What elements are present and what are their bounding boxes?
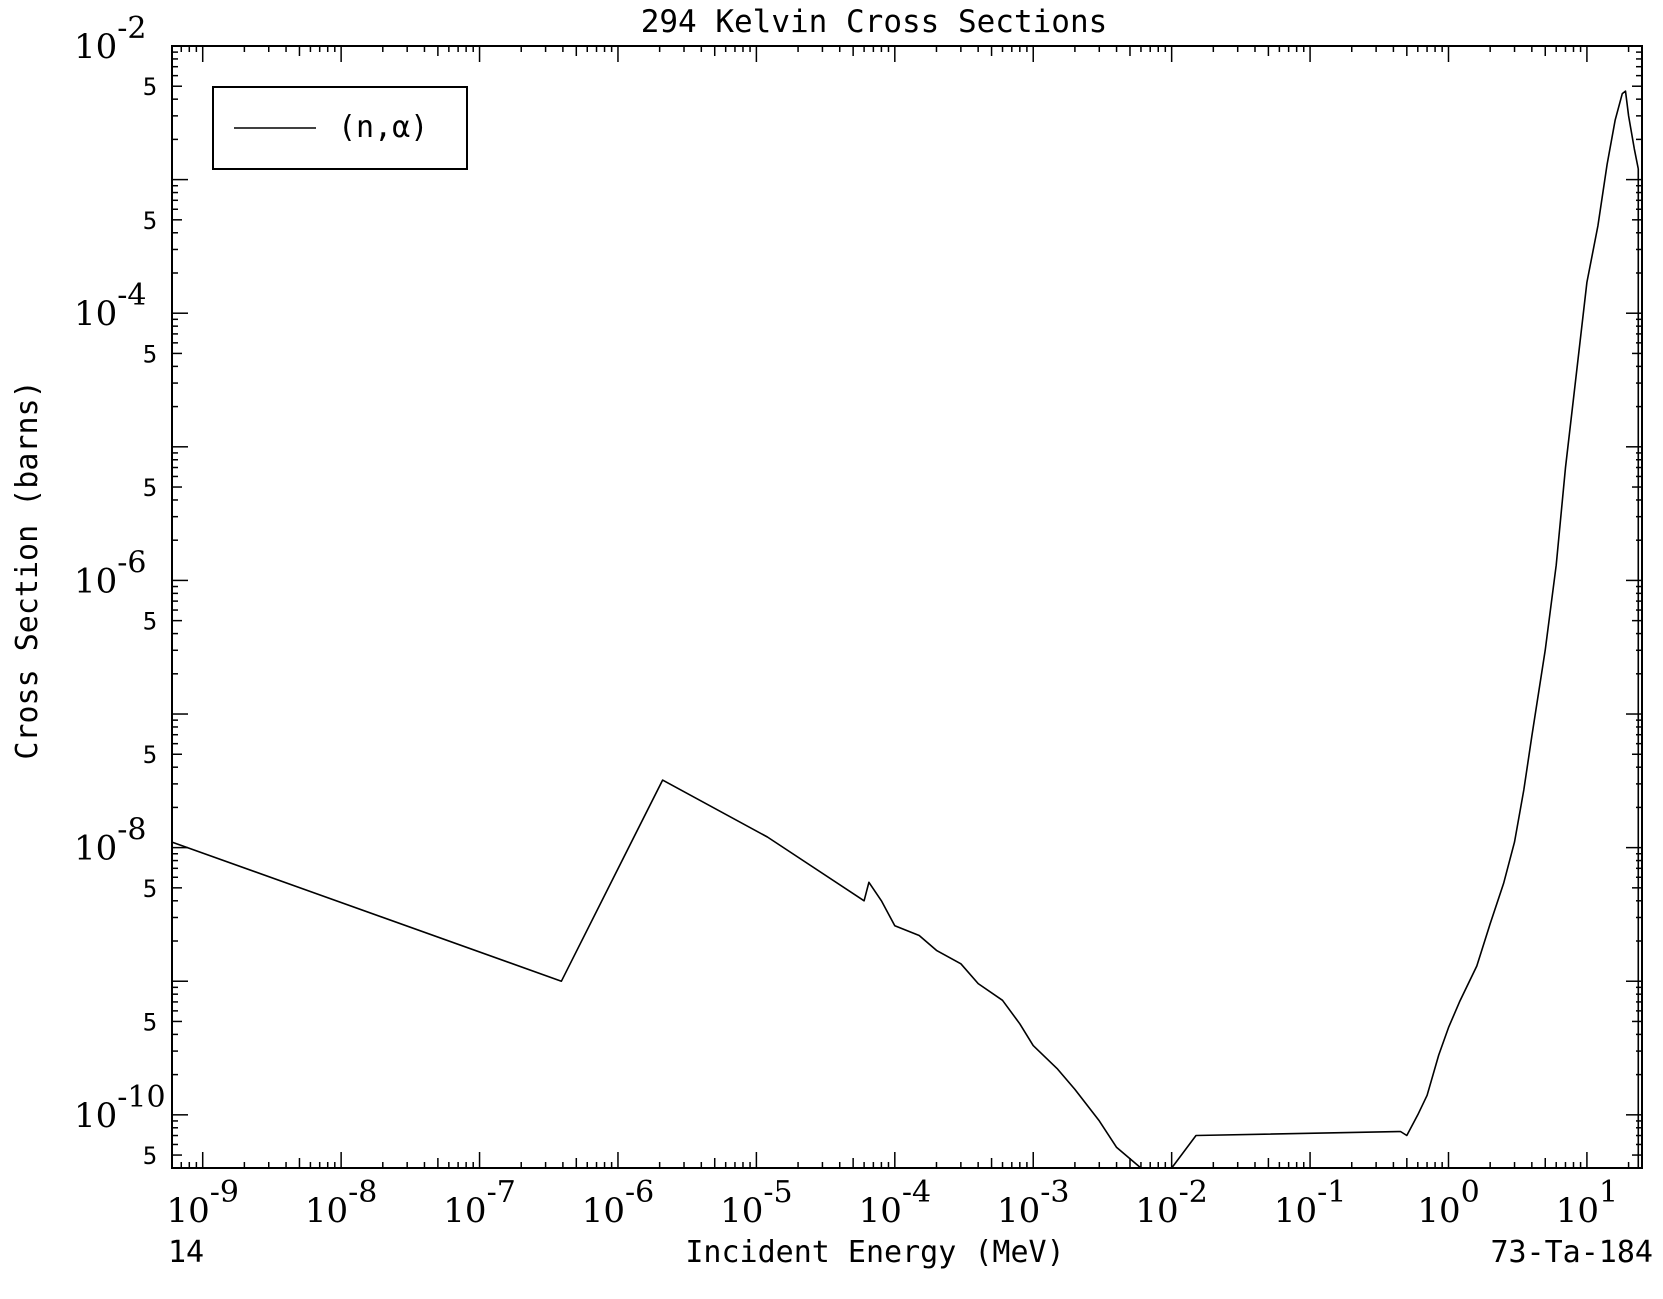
y-major-tick-label: 10-8 (74, 813, 147, 869)
x-tick-label: 10-8 (305, 1175, 378, 1231)
y-minor-tick-label: 5 (143, 1142, 157, 1170)
plot-frame (171, 45, 1643, 1169)
x-tick-label: 10-3 (997, 1175, 1070, 1231)
x-axis-label: Incident Energy (MeV) (685, 1235, 1064, 1270)
x-tick-label: 101 (1556, 1175, 1618, 1231)
y-minor-tick-label: 5 (143, 207, 157, 235)
ticks-layer (171, 45, 1642, 1169)
series-line-n-alpha (171, 90, 1640, 1169)
y-minor-tick-label: 5 (143, 340, 157, 368)
legend-box (212, 86, 468, 170)
y-major-tick-label: 10-10 (74, 1080, 166, 1136)
x-tick-label: 10-7 (443, 1175, 516, 1231)
y-major-tick-label: 10-6 (74, 545, 147, 601)
y-axis-label: Cross Section (barns) (10, 380, 45, 759)
x-tick-label: 10-5 (720, 1175, 793, 1231)
y-minor-tick-label: 5 (143, 741, 157, 769)
y-major-tick-label: 10-4 (74, 278, 147, 334)
y-minor-tick-label: 5 (143, 73, 157, 101)
x-tick-label: 100 (1417, 1175, 1479, 1231)
x-tick-label: 10-6 (582, 1175, 655, 1231)
x-tick-labels: 10-9 10-8 10-7 10-6 10-5 10-4 10-3 10-2 10-1 100 1… (166, 1175, 1618, 1231)
footer-right-label: 73-Ta-184 (1490, 1235, 1653, 1270)
y-minor-tick-label: 5 (143, 875, 157, 903)
y-minor-tick-label: 5 (143, 474, 157, 502)
x-tick-label: 10-4 (859, 1175, 932, 1231)
y-tick-labels: 10-2 10-4 10-6 10-8 10-10 5 5 5 5 5 5 5 5 5 (74, 11, 166, 1170)
chart-title: 294 Kelvin Cross Sections (641, 4, 1108, 40)
y-major-tick-label: 10-2 (74, 11, 147, 67)
footer-left-label: 14 (168, 1235, 204, 1270)
y-minor-tick-label: 5 (143, 1008, 157, 1036)
legend-entry-label: (n,α) (338, 110, 428, 145)
y-minor-tick-label: 5 (143, 608, 157, 636)
x-tick-label: 10-1 (1274, 1175, 1347, 1231)
legend: (n,α) (212, 86, 468, 170)
x-tick-label: 10-9 (166, 1175, 239, 1231)
series-layer (171, 90, 1640, 1169)
x-tick-label: 10-2 (1135, 1175, 1208, 1231)
